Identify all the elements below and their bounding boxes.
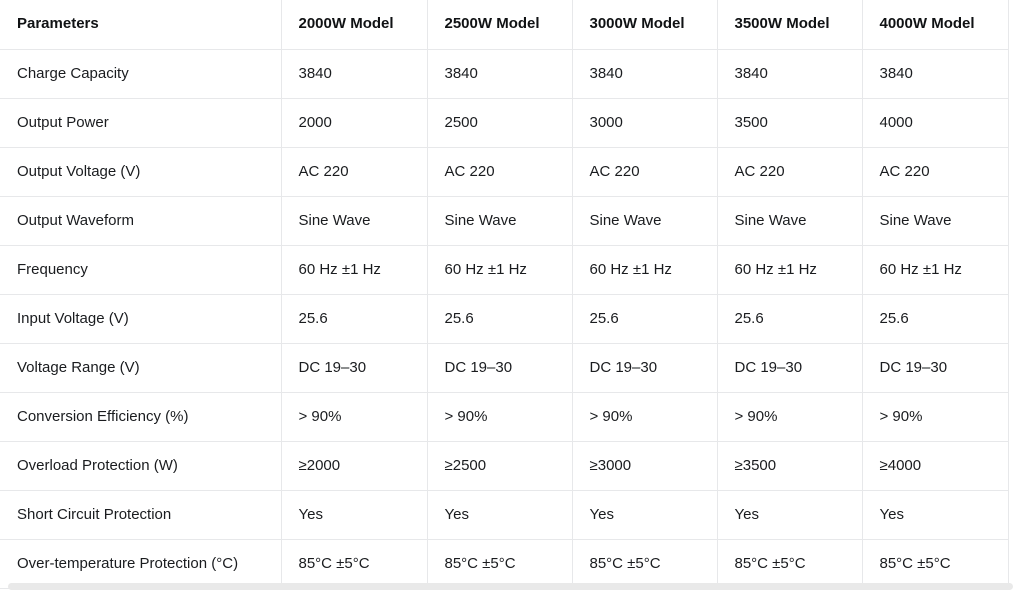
spec-table-header: Parameters 2000W Model 2500W Model 3000W…	[0, 0, 1009, 50]
value-cell: Yes	[426, 490, 572, 540]
value-cell: AC 220	[861, 147, 1009, 197]
value-cell: Sine Wave	[716, 196, 862, 246]
column-header-3500w: 3500W Model	[716, 0, 862, 50]
value-cell: 3500	[716, 98, 862, 148]
table-row: Short Circuit Protection Yes Yes Yes Yes Yes	[0, 490, 1009, 540]
value-cell: 60 Hz ±1 Hz	[716, 245, 862, 295]
value-cell: 4000	[861, 98, 1009, 148]
value-cell: AC 220	[716, 147, 862, 197]
param-cell: Overload Protection (W)	[0, 441, 281, 491]
table-row: Output Waveform Sine Wave Sine Wave Sine Wa…	[0, 196, 1009, 246]
spec-table-body: Charge Capacity 3840 3840 3840 3840 3840 Outpu…	[0, 49, 1009, 589]
value-cell: 85°C ±5°C	[280, 539, 427, 589]
value-cell: Yes	[571, 490, 717, 540]
table-row: Voltage Range (V) DC 19–30 DC 19–30 DC 19–3…	[0, 343, 1009, 393]
table-row: Output Power 2000 2500 3000 3500 4000	[0, 98, 1009, 148]
value-cell: AC 220	[571, 147, 717, 197]
value-cell: 3000	[571, 98, 717, 148]
header-row: Parameters 2000W Model 2500W Model 3000W…	[0, 0, 1009, 50]
value-cell: 3840	[716, 49, 862, 99]
value-cell: ≥2000	[280, 441, 427, 491]
column-header-3000w: 3000W Model	[571, 0, 717, 50]
table-row: Over-temperature Protection (°C) 85°C ±5°…	[0, 539, 1009, 589]
value-cell: 60 Hz ±1 Hz	[571, 245, 717, 295]
value-cell: ≥3500	[716, 441, 862, 491]
value-cell: AC 220	[426, 147, 572, 197]
value-cell: > 90%	[426, 392, 572, 442]
param-cell: Conversion Efficiency (%)	[0, 392, 281, 442]
value-cell: Sine Wave	[280, 196, 427, 246]
value-cell: AC 220	[280, 147, 427, 197]
param-cell: Charge Capacity	[0, 49, 281, 99]
param-cell: Output Waveform	[0, 196, 281, 246]
value-cell: 85°C ±5°C	[571, 539, 717, 589]
column-header-2500w: 2500W Model	[426, 0, 572, 50]
param-cell: Output Voltage (V)	[0, 147, 281, 197]
value-cell: Yes	[716, 490, 862, 540]
value-cell: DC 19–30	[280, 343, 427, 393]
column-header-parameters: Parameters	[0, 0, 281, 50]
param-cell: Short Circuit Protection	[0, 490, 281, 540]
value-cell: DC 19–30	[861, 343, 1009, 393]
value-cell: Sine Wave	[426, 196, 572, 246]
value-cell: DC 19–30	[426, 343, 572, 393]
table-row: Charge Capacity 3840 3840 3840 3840 3840	[0, 49, 1009, 99]
param-cell: Input Voltage (V)	[0, 294, 281, 344]
param-cell: Frequency	[0, 245, 281, 295]
param-cell: Output Power	[0, 98, 281, 148]
value-cell: 60 Hz ±1 Hz	[426, 245, 572, 295]
table-row: Conversion Efficiency (%) > 90% > 90% > 90%…	[0, 392, 1009, 442]
value-cell: 25.6	[571, 294, 717, 344]
value-cell: 85°C ±5°C	[426, 539, 572, 589]
value-cell: 25.6	[861, 294, 1009, 344]
param-cell: Over-temperature Protection (°C)	[0, 539, 281, 589]
column-header-4000w: 4000W Model	[861, 0, 1009, 50]
value-cell: DC 19–30	[571, 343, 717, 393]
value-cell: 25.6	[716, 294, 862, 344]
value-cell: 3840	[426, 49, 572, 99]
value-cell: > 90%	[716, 392, 862, 442]
value-cell: 60 Hz ±1 Hz	[280, 245, 427, 295]
value-cell: > 90%	[861, 392, 1009, 442]
value-cell: 3840	[861, 49, 1009, 99]
value-cell: 85°C ±5°C	[716, 539, 862, 589]
value-cell: > 90%	[571, 392, 717, 442]
value-cell: ≥4000	[861, 441, 1009, 491]
value-cell: Yes	[861, 490, 1009, 540]
value-cell: Yes	[280, 490, 427, 540]
table-row: Frequency 60 Hz ±1 Hz 60 Hz ±1 Hz 60 Hz ±1 …	[0, 245, 1009, 295]
param-cell: Voltage Range (V)	[0, 343, 281, 393]
value-cell: 85°C ±5°C	[861, 539, 1009, 589]
value-cell: 3840	[571, 49, 717, 99]
value-cell: > 90%	[280, 392, 427, 442]
value-cell: ≥2500	[426, 441, 572, 491]
value-cell: 25.6	[426, 294, 572, 344]
value-cell: 60 Hz ±1 Hz	[861, 245, 1009, 295]
horizontal-scrollbar-thumb[interactable]	[8, 583, 1013, 590]
value-cell: 3840	[280, 49, 427, 99]
table-row: Input Voltage (V) 25.6 25.6 25.6 25.6 25.6	[0, 294, 1009, 344]
value-cell: 2000	[280, 98, 427, 148]
value-cell: DC 19–30	[716, 343, 862, 393]
value-cell: 25.6	[280, 294, 427, 344]
value-cell: Sine Wave	[571, 196, 717, 246]
column-header-2000w: 2000W Model	[280, 0, 427, 50]
value-cell: 2500	[426, 98, 572, 148]
table-row: Output Voltage (V) AC 220 AC 220 AC 220 AC 2…	[0, 147, 1009, 197]
value-cell: Sine Wave	[861, 196, 1009, 246]
table-row: Overload Protection (W) ≥2000 ≥2500 ≥3000 ≥3…	[0, 441, 1009, 491]
value-cell: ≥3000	[571, 441, 717, 491]
